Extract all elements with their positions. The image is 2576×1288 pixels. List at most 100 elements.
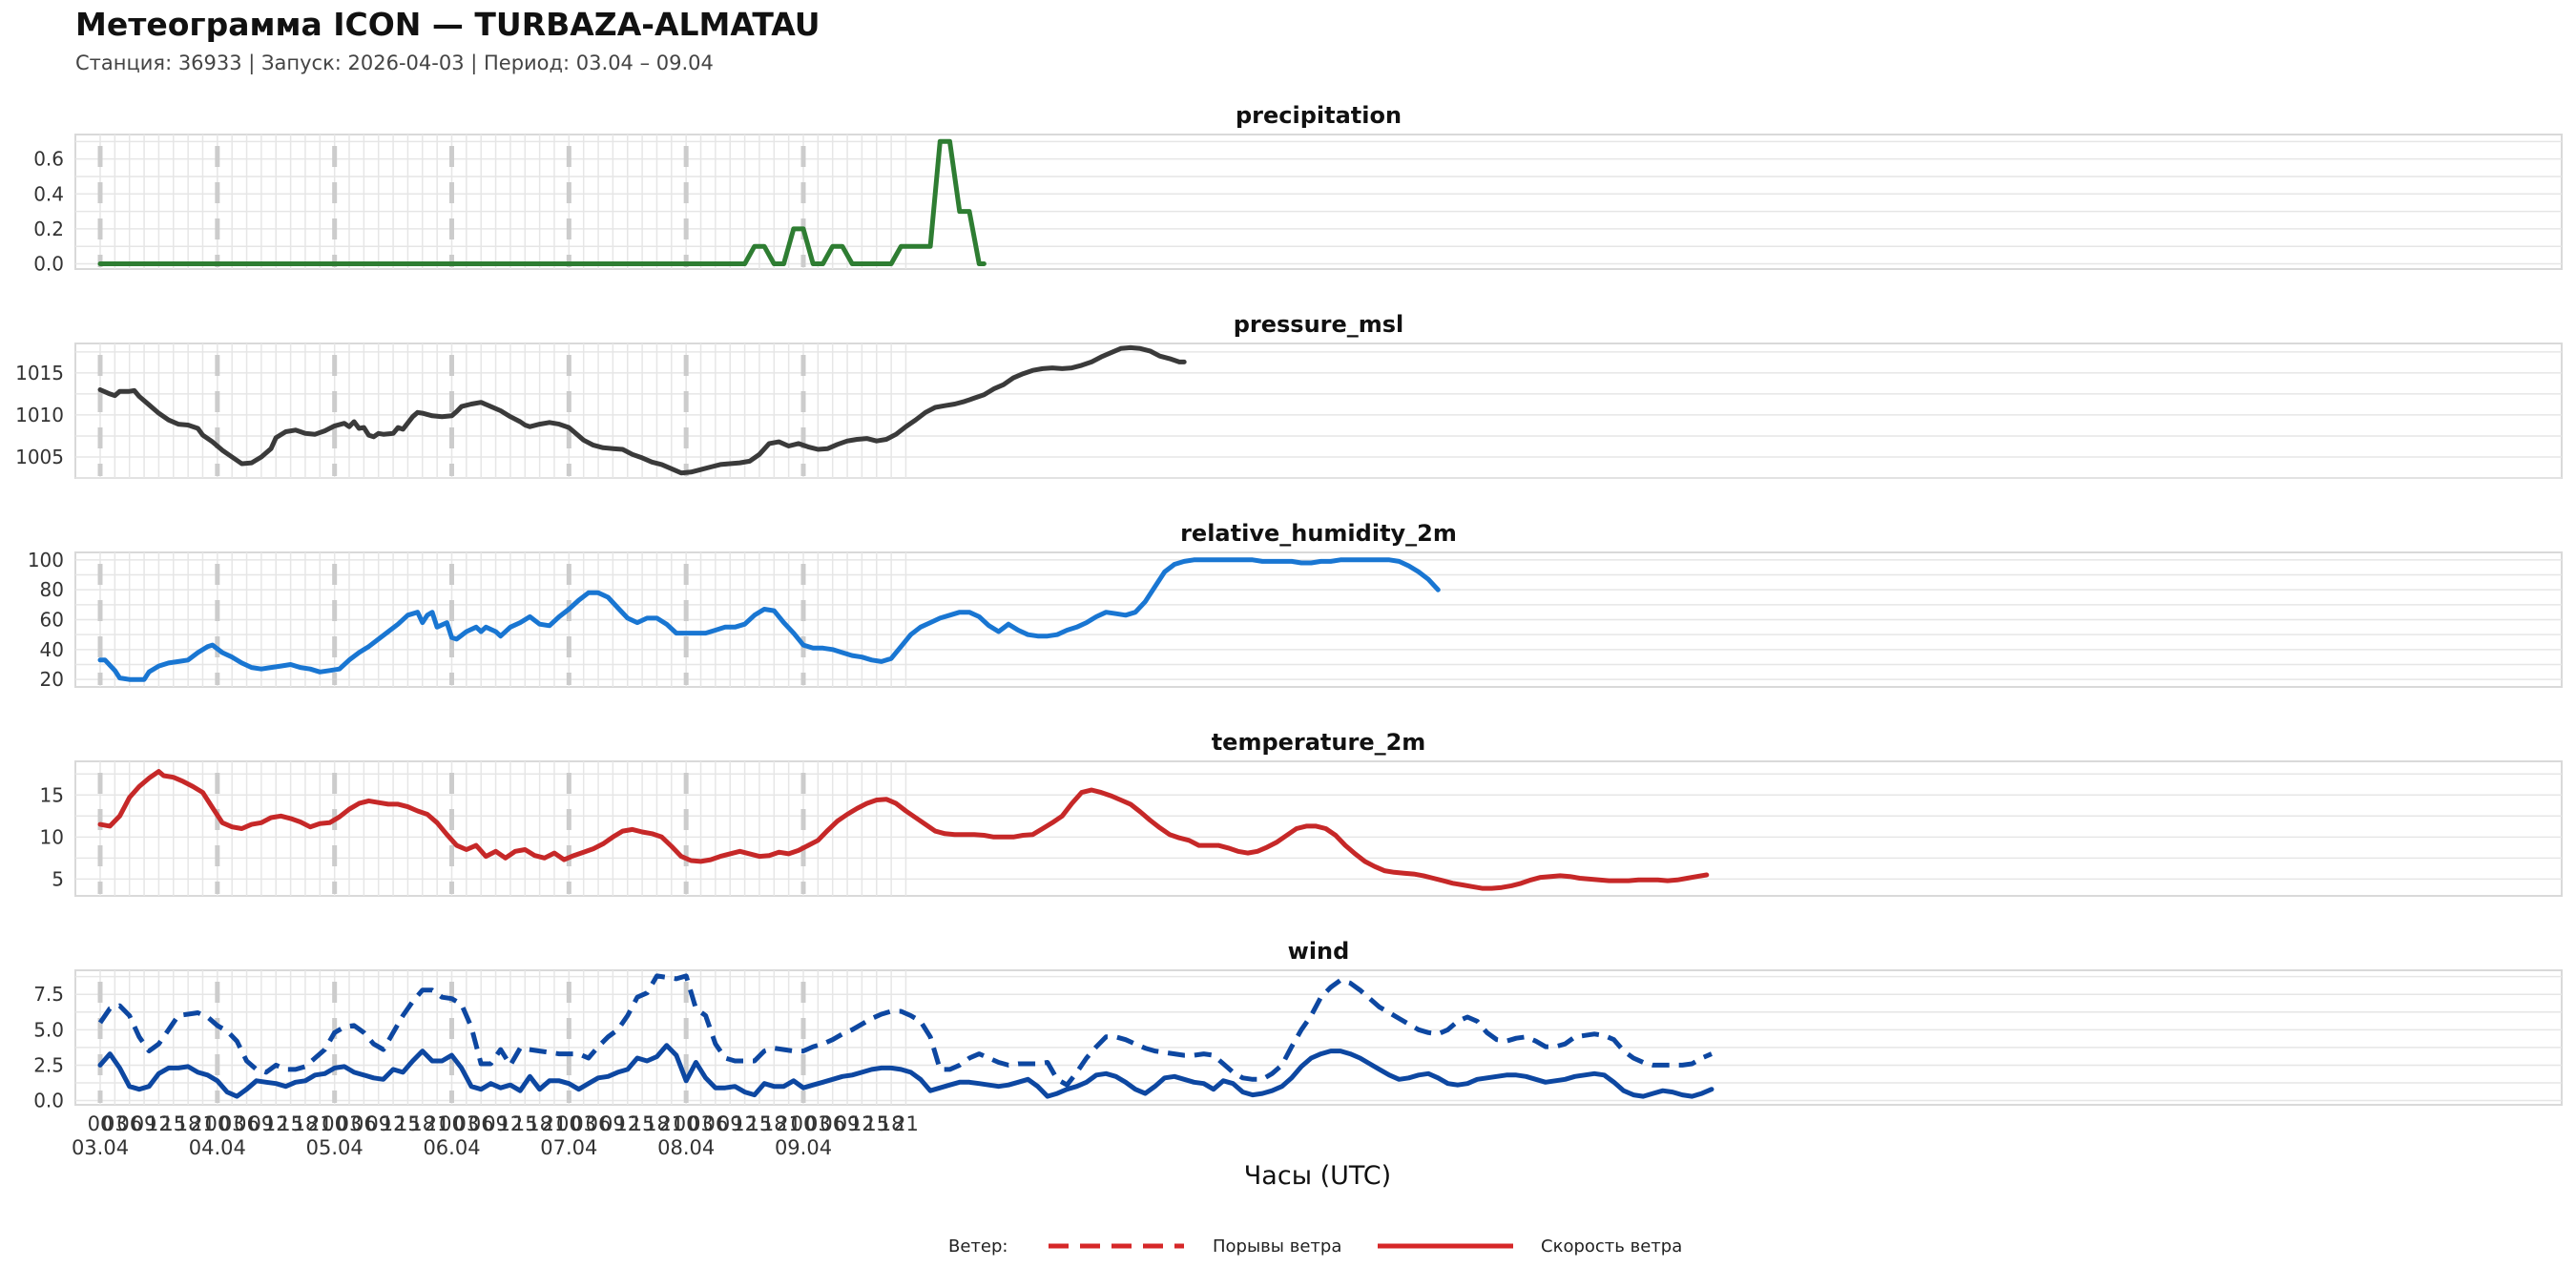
x-axis: 0003060912151821000306091215182100030609… xyxy=(72,1112,919,1159)
chart-subtitle: Станция: 36933 | Запуск: 2026-04-03 | Пе… xyxy=(75,52,714,74)
x-day-label: 09.04 xyxy=(775,1136,832,1159)
x-axis-label: Часы (UTC) xyxy=(1244,1161,1391,1191)
x-tick-label: 18 xyxy=(527,1112,552,1135)
x-tick-label: 21 xyxy=(425,1112,450,1135)
panel-title: wind xyxy=(1288,938,1350,965)
x-tick-label: 06 xyxy=(820,1112,845,1135)
chart-title: Метеограмма ICON — TURBAZA-ALMATAU xyxy=(75,6,821,43)
x-tick-label: 12 xyxy=(381,1112,406,1135)
y-tick-label: 100 xyxy=(28,549,64,571)
series-line-wind-gust xyxy=(97,973,1713,1088)
x-tick-label: 21 xyxy=(776,1112,801,1135)
x-tick-label: 06 xyxy=(703,1112,729,1135)
x-tick-label: 12 xyxy=(849,1112,875,1135)
x-tick-label: 03 xyxy=(219,1112,245,1135)
panel-wind: 0.0 2.5 5.0 7.5 wind xyxy=(33,938,2563,1112)
y-tick-label: 40 xyxy=(40,638,64,661)
x-tick-label: 06 xyxy=(234,1112,260,1135)
y-tick-label: 1015 xyxy=(15,362,64,384)
panel-temperature_2m: 5 10 15 temperature_2m xyxy=(40,729,2563,897)
x-tick-label: 21 xyxy=(658,1112,684,1135)
x-day-label: 07.04 xyxy=(540,1136,597,1159)
x-tick-label: 03 xyxy=(805,1112,831,1135)
series-line-precipitation xyxy=(97,138,987,266)
x-tick-label: 09 xyxy=(365,1112,391,1135)
panel-title: pressure_msl xyxy=(1234,311,1404,338)
x-tick-label: 15 xyxy=(395,1112,421,1135)
panel-title: precipitation xyxy=(1236,102,1402,129)
x-tick-label: 15 xyxy=(747,1112,773,1135)
panel-frame xyxy=(74,343,2563,479)
x-tick-label: 00 xyxy=(322,1112,347,1135)
panel-frame xyxy=(74,134,2563,270)
x-tick-label: 00 xyxy=(88,1112,114,1135)
y-tick-label: 5.0 xyxy=(33,1018,64,1041)
x-tick-label: 21 xyxy=(190,1112,216,1135)
x-tick-label: 15 xyxy=(630,1112,655,1135)
y-tick-label: 0.6 xyxy=(33,148,64,171)
y-tick-label: 10 xyxy=(40,825,64,848)
x-tick-label: 18 xyxy=(879,1112,904,1135)
x-tick-label: 18 xyxy=(176,1112,201,1135)
x-tick-label: 09 xyxy=(600,1112,626,1135)
y-tick-label: 0.0 xyxy=(33,1090,64,1112)
x-tick-label: 00 xyxy=(791,1112,817,1135)
x-tick-label: 15 xyxy=(512,1112,538,1135)
x-tick-label: 03 xyxy=(688,1112,714,1135)
series-line-wind xyxy=(97,1043,1714,1099)
panel-relative_humidity_2m: 20 40 60 80 100 relative_humidity_2m xyxy=(28,520,2563,691)
y-tick-label: 0.4 xyxy=(33,182,64,205)
y-tick-label: 15 xyxy=(40,783,64,806)
y-tick-label: 5 xyxy=(52,867,64,890)
legend-gust-label: Порывы ветра xyxy=(1213,1236,1341,1257)
legend-title: Ветер: xyxy=(948,1236,1008,1257)
x-tick-label: 09 xyxy=(717,1112,743,1135)
x-tick-label: 15 xyxy=(160,1112,186,1135)
x-tick-label: 18 xyxy=(761,1112,787,1135)
x-tick-label: 03 xyxy=(571,1112,596,1135)
panel-title: temperature_2m xyxy=(1212,729,1426,756)
x-tick-label: 12 xyxy=(614,1112,640,1135)
x-tick-label: 12 xyxy=(146,1112,172,1135)
y-tick-label: 0.0 xyxy=(33,253,64,276)
x-tick-label: 00 xyxy=(439,1112,465,1135)
x-tick-label: 06 xyxy=(468,1112,494,1135)
x-tick-label: 15 xyxy=(863,1112,889,1135)
x-tick-label: 18 xyxy=(293,1112,319,1135)
y-tick-label: 7.5 xyxy=(33,983,64,1006)
x-tick-label: 18 xyxy=(644,1112,670,1135)
x-tick-label: 12 xyxy=(732,1112,758,1135)
x-day-label: 03.04 xyxy=(72,1136,129,1159)
y-tick-label: 60 xyxy=(40,609,64,632)
x-tick-label: 03 xyxy=(453,1112,479,1135)
y-tick-label: 2.5 xyxy=(33,1053,64,1076)
y-tick-label: 0.2 xyxy=(33,218,64,240)
x-day-label: 04.04 xyxy=(189,1136,246,1159)
x-tick-label: 21 xyxy=(893,1112,919,1135)
x-day-label: 08.04 xyxy=(657,1136,715,1159)
x-tick-label: 06 xyxy=(586,1112,612,1135)
panel-precipitation: 0.0 0.2 0.4 0.6 precipitation xyxy=(33,102,2563,276)
x-day-label: 05.04 xyxy=(306,1136,364,1159)
series-line-relative_humidity_2m xyxy=(97,557,1441,682)
panel-frame xyxy=(74,969,2563,1106)
y-tick-label: 20 xyxy=(40,668,64,691)
panel-pressure_msl: 1005 1010 1015 pressure_msl xyxy=(15,311,2563,479)
x-tick-label: 06 xyxy=(351,1112,377,1135)
x-tick-label: 21 xyxy=(542,1112,568,1135)
x-tick-label: 03 xyxy=(102,1112,128,1135)
x-tick-label: 00 xyxy=(204,1112,230,1135)
chart-panels: 0.00.20.40.6precipitation100510101015pre… xyxy=(15,102,2563,1112)
y-tick-label: 80 xyxy=(40,578,64,601)
x-tick-label: 06 xyxy=(116,1112,142,1135)
x-tick-label: 12 xyxy=(498,1112,524,1135)
y-tick-label: 1010 xyxy=(15,404,64,426)
x-tick-label: 03 xyxy=(337,1112,363,1135)
x-tick-label: 00 xyxy=(556,1112,582,1135)
x-tick-label: 09 xyxy=(483,1112,509,1135)
x-tick-label: 09 xyxy=(249,1112,275,1135)
series-line-pressure_msl xyxy=(97,344,1187,476)
x-tick-label: 09 xyxy=(835,1112,861,1135)
legend: Ветер: Порывы ветра Скорость ветра xyxy=(948,1236,1682,1257)
